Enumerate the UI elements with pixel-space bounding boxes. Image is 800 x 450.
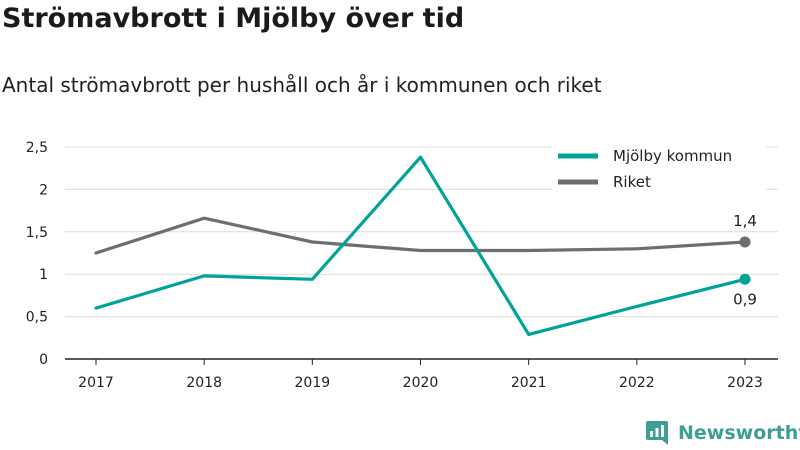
x-tick-label: 2023	[727, 375, 763, 391]
y-tick-label: 1	[39, 267, 48, 283]
y-tick-label: 0	[39, 352, 48, 368]
y-tick-label: 1,5	[26, 225, 48, 241]
series-line	[94, 216, 747, 255]
newsworthy-logo-icon	[646, 421, 668, 445]
x-tick-label: 2017	[78, 375, 114, 391]
y-axis-ticks: 0 0,5 1 1,5 2 2,5	[26, 140, 48, 368]
y-tick-label: 0,5	[26, 310, 48, 326]
end-markers: 0,9 1,4	[733, 212, 757, 308]
legend-label: Mjölby kommun	[613, 147, 732, 165]
y-tick-label: 2	[39, 182, 48, 198]
legend-label: Riket	[613, 173, 651, 191]
newsworthy-brand-name: Newsworthy	[678, 422, 800, 444]
newsworthy-brand: Newsworthy	[644, 420, 800, 446]
legend: Mjölby kommun Riket	[552, 140, 766, 192]
x-tick-label: 2022	[619, 375, 655, 391]
end-value-label: 1,4	[733, 212, 757, 230]
chart-title: Strömavbrott i Mjölby över tid	[2, 3, 465, 34]
x-tick-label: 2021	[511, 375, 547, 391]
end-value-label: 0,9	[733, 290, 757, 308]
x-axis: 2017 2018 2019 2020 2021 2022 2023	[65, 358, 778, 391]
x-tick-label: 2018	[186, 375, 222, 391]
series-line	[94, 155, 747, 336]
x-tick-label: 2019	[295, 375, 331, 391]
end-point-marker	[739, 236, 751, 248]
end-point-marker	[739, 273, 751, 285]
y-tick-label: 2,5	[26, 140, 48, 156]
chart-subtitle: Antal strömavbrott per hushåll och år i …	[2, 73, 602, 97]
series-lines	[94, 155, 747, 336]
x-tick-label: 2020	[403, 375, 439, 391]
